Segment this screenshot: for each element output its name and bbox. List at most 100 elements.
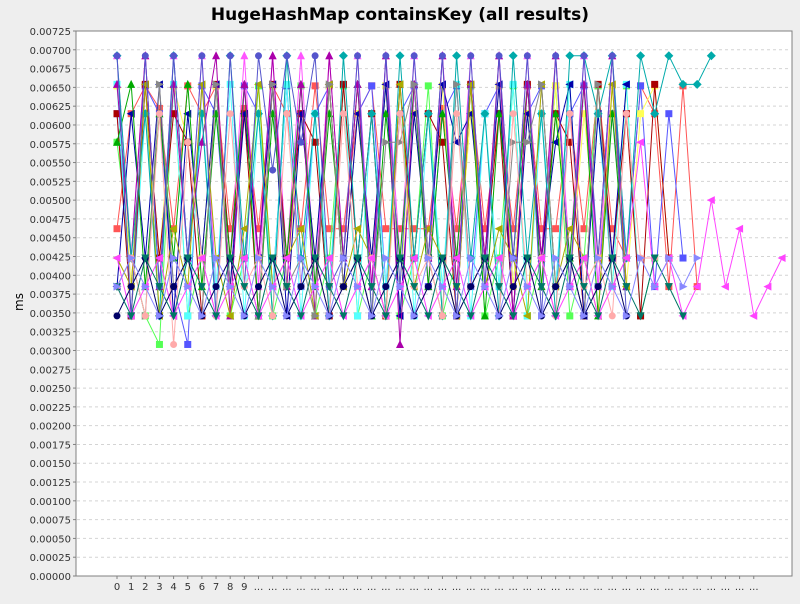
x-tick-label: ... <box>537 582 547 593</box>
data-point <box>650 254 659 263</box>
x-tick-label: 4 <box>170 582 176 593</box>
data-point <box>155 311 164 320</box>
y-tick-label: 0.00575 <box>30 140 71 151</box>
data-point <box>637 254 646 263</box>
data-point <box>113 312 121 320</box>
data-point <box>651 282 660 291</box>
data-point <box>537 254 545 263</box>
data-point <box>622 110 630 118</box>
data-point <box>523 282 532 291</box>
data-point <box>170 110 178 118</box>
x-tick-label: ... <box>622 582 632 593</box>
data-point <box>212 80 221 89</box>
data-point <box>339 80 347 88</box>
data-point <box>679 282 688 291</box>
data-point <box>637 110 645 118</box>
data-point <box>565 254 574 263</box>
data-point <box>354 282 363 291</box>
data-point <box>240 104 248 112</box>
y-tick-label: 0.00275 <box>30 365 71 376</box>
data-point <box>566 138 574 146</box>
data-point <box>438 52 446 60</box>
data-point <box>494 254 503 263</box>
data-point <box>438 138 446 146</box>
data-point <box>127 254 136 263</box>
data-point <box>509 110 517 118</box>
x-axis-ticks: 0 1 2 3 4 5 6 7 8 9..............................… <box>114 576 759 593</box>
data-point <box>523 254 532 263</box>
data-point <box>621 80 630 89</box>
data-point <box>453 80 462 89</box>
y-tick-label: 0.00700 <box>30 46 71 57</box>
x-tick-label: ... <box>508 582 518 593</box>
data-point <box>367 283 376 292</box>
data-point <box>113 225 121 233</box>
x-tick-label: ... <box>636 582 646 593</box>
data-point <box>565 51 575 61</box>
data-point <box>296 51 305 60</box>
x-tick-label: ... <box>480 582 490 593</box>
y-tick-label: 0.00400 <box>30 271 71 282</box>
data-point <box>579 283 588 292</box>
data-point <box>509 254 518 263</box>
x-tick-label: 3 <box>156 582 162 593</box>
data-point <box>226 80 234 88</box>
data-point <box>551 109 560 118</box>
data-point <box>254 312 263 321</box>
data-point <box>551 138 560 147</box>
data-point <box>198 311 207 320</box>
data-point <box>381 312 390 321</box>
data-point <box>565 224 574 233</box>
data-point <box>296 79 305 88</box>
data-point <box>552 52 560 60</box>
data-point <box>651 80 659 88</box>
y-axis-label: ms <box>12 293 26 311</box>
data-point <box>438 104 446 112</box>
y-tick-label: 0.00425 <box>30 253 71 264</box>
data-point <box>354 312 362 320</box>
x-tick-label: ... <box>664 582 674 593</box>
data-point <box>311 52 319 60</box>
data-point <box>495 283 504 292</box>
data-point <box>706 196 715 205</box>
data-point <box>255 225 262 233</box>
y-tick-label: 0.00375 <box>30 290 71 301</box>
data-point <box>594 80 603 89</box>
data-point <box>594 283 602 291</box>
data-point <box>141 282 150 291</box>
data-point <box>338 51 348 61</box>
y-tick-label: 0.00725 <box>30 27 71 38</box>
x-tick-label: ... <box>735 582 745 593</box>
data-point <box>566 312 574 320</box>
data-point <box>155 283 164 292</box>
data-point <box>170 52 178 60</box>
data-point <box>566 282 575 291</box>
data-point <box>282 254 291 263</box>
data-point <box>283 311 292 320</box>
data-point <box>664 51 674 61</box>
x-tick-label: ... <box>310 582 320 593</box>
data-point <box>240 79 249 88</box>
data-point <box>453 225 461 233</box>
data-point <box>240 311 249 320</box>
data-point <box>538 80 546 89</box>
data-point <box>692 282 701 291</box>
data-point <box>608 254 617 263</box>
data-point <box>679 312 687 321</box>
y-tick-label: 0.00150 <box>30 459 71 470</box>
y-tick-label: 0.00075 <box>30 516 71 527</box>
data-point <box>706 51 716 61</box>
x-tick-label: ... <box>424 582 434 593</box>
y-tick-label: 0.00175 <box>30 440 71 451</box>
data-point <box>127 312 136 321</box>
data-point <box>184 282 193 291</box>
data-point <box>665 110 673 118</box>
x-tick-label: 6 <box>199 582 205 593</box>
data-point <box>735 224 744 233</box>
x-tick-label: ... <box>551 582 561 593</box>
data-point <box>579 254 588 263</box>
data-point <box>636 51 646 61</box>
data-point <box>283 80 291 88</box>
data-point <box>282 283 291 292</box>
